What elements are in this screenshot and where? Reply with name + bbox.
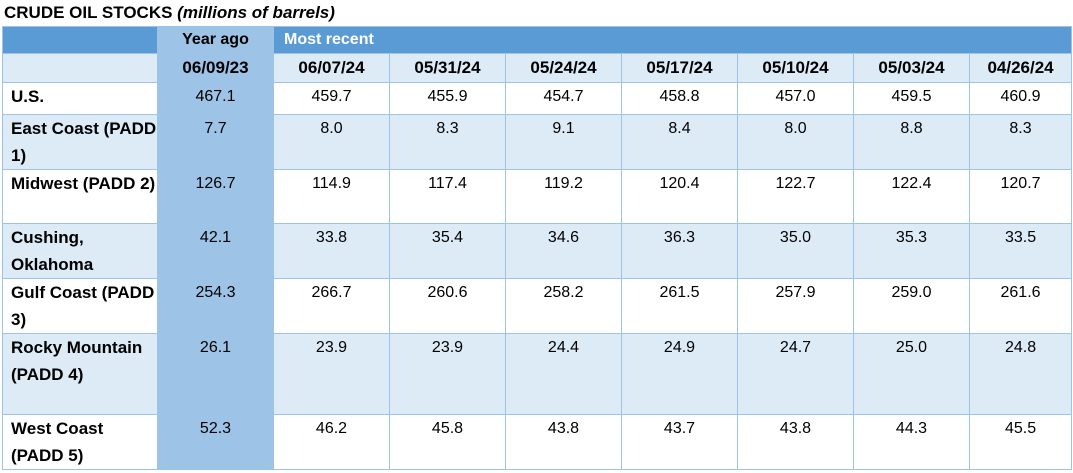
value-cell: 259.0 (853, 278, 970, 334)
crude-oil-stocks-table: Year ago Most recent 06/09/23 06/07/24 0… (2, 26, 1073, 470)
date-header: 05/24/24 (505, 53, 622, 83)
date-header: 05/17/24 (621, 53, 738, 83)
date-header: 05/10/24 (737, 53, 854, 83)
value-cell: 35.3 (853, 223, 970, 279)
value-cell: 35.0 (737, 223, 854, 279)
value-cell: 266.7 (273, 278, 390, 334)
value-cell: 122.7 (737, 169, 854, 224)
value-cell: 24.7 (737, 333, 854, 415)
value-cell: 454.7 (505, 82, 622, 115)
value-cell: 52.3 (157, 414, 274, 470)
value-cell: 24.9 (621, 333, 738, 415)
row-label: Midwest (PADD 2) (2, 169, 158, 224)
header-date-corner-cell (2, 53, 158, 83)
value-cell: 9.1 (505, 114, 622, 170)
value-cell: 33.8 (273, 223, 390, 279)
value-cell: 120.4 (621, 169, 738, 224)
value-cell: 43.8 (505, 414, 622, 470)
value-cell: 261.6 (968, 278, 1073, 334)
table-row: Cushing, Oklahoma 42.1 33.8 35.4 34.6 36… (2, 223, 1073, 279)
value-cell: 23.9 (389, 333, 506, 415)
value-cell: 122.4 (853, 169, 970, 224)
value-cell: 35.4 (389, 223, 506, 279)
header-row-dates: 06/09/23 06/07/24 05/31/24 05/24/24 05/1… (2, 53, 1073, 83)
value-cell: 43.8 (737, 414, 854, 470)
value-cell: 258.2 (505, 278, 622, 334)
value-cell: 457.0 (737, 82, 854, 115)
value-cell: 467.1 (157, 82, 274, 115)
date-header: 06/09/23 (157, 53, 274, 83)
value-cell: 25.0 (853, 333, 970, 415)
value-cell: 45.5 (968, 414, 1073, 470)
value-cell: 8.0 (273, 114, 390, 170)
value-cell: 26.1 (157, 333, 274, 415)
value-cell: 34.6 (505, 223, 622, 279)
value-cell: 45.8 (389, 414, 506, 470)
value-cell: 460.9 (968, 82, 1073, 115)
value-cell: 33.5 (968, 223, 1073, 279)
table-row: U.S. 467.1 459.7 455.9 454.7 458.8 457.0… (2, 82, 1073, 115)
row-label: West Coast (PADD 5) (2, 414, 158, 470)
value-cell: 260.6 (389, 278, 506, 334)
value-cell: 257.9 (737, 278, 854, 334)
date-header: 05/31/24 (389, 53, 506, 83)
value-cell: 114.9 (273, 169, 390, 224)
value-cell: 43.7 (621, 414, 738, 470)
table-row: Gulf Coast (PADD 3) 254.3 266.7 260.6 25… (2, 278, 1073, 334)
title-main: CRUDE OIL STOCKS (4, 3, 178, 22)
date-header: 06/07/24 (273, 53, 390, 83)
value-cell: 36.3 (621, 223, 738, 279)
value-cell: 8.3 (389, 114, 506, 170)
most-recent-header: Most recent (272, 26, 1073, 54)
value-cell: 120.7 (968, 169, 1073, 224)
value-cell: 23.9 (273, 333, 390, 415)
value-cell: 42.1 (157, 223, 274, 279)
value-cell: 459.7 (273, 82, 390, 115)
value-cell: 8.3 (968, 114, 1073, 170)
header-corner-cell (2, 26, 158, 54)
date-header: 05/03/24 (853, 53, 970, 83)
table-title: CRUDE OIL STOCKS (millions of barrels) (4, 2, 335, 24)
row-label: Rocky Mountain (PADD 4) (2, 333, 158, 415)
row-label: East Coast (PADD 1) (2, 114, 158, 170)
table-row: Midwest (PADD 2) 126.7 114.9 117.4 119.2… (2, 169, 1073, 224)
value-cell: 8.0 (737, 114, 854, 170)
value-cell: 455.9 (389, 82, 506, 115)
value-cell: 126.7 (157, 169, 274, 224)
value-cell: 24.4 (505, 333, 622, 415)
row-label: U.S. (2, 82, 158, 115)
value-cell: 24.8 (968, 333, 1073, 415)
value-cell: 117.4 (389, 169, 506, 224)
row-label: Gulf Coast (PADD 3) (2, 278, 158, 334)
value-cell: 44.3 (853, 414, 970, 470)
table-row: East Coast (PADD 1) 7.7 8.0 8.3 9.1 8.4 … (2, 114, 1073, 170)
value-cell: 458.8 (621, 82, 738, 115)
value-cell: 254.3 (157, 278, 274, 334)
year-ago-header: Year ago (157, 26, 274, 54)
date-header: 04/26/24 (968, 53, 1073, 83)
title-units: (millions of barrels) (177, 3, 335, 22)
value-cell: 459.5 (853, 82, 970, 115)
value-cell: 8.8 (853, 114, 970, 170)
row-label: Cushing, Oklahoma (2, 223, 158, 279)
table-row: West Coast (PADD 5) 52.3 46.2 45.8 43.8 … (2, 414, 1073, 470)
header-row-periods: Year ago Most recent (2, 26, 1073, 54)
table-row: Rocky Mountain (PADD 4) 26.1 23.9 23.9 2… (2, 333, 1073, 415)
value-cell: 46.2 (273, 414, 390, 470)
value-cell: 8.4 (621, 114, 738, 170)
value-cell: 7.7 (157, 114, 274, 170)
value-cell: 261.5 (621, 278, 738, 334)
value-cell: 119.2 (505, 169, 622, 224)
